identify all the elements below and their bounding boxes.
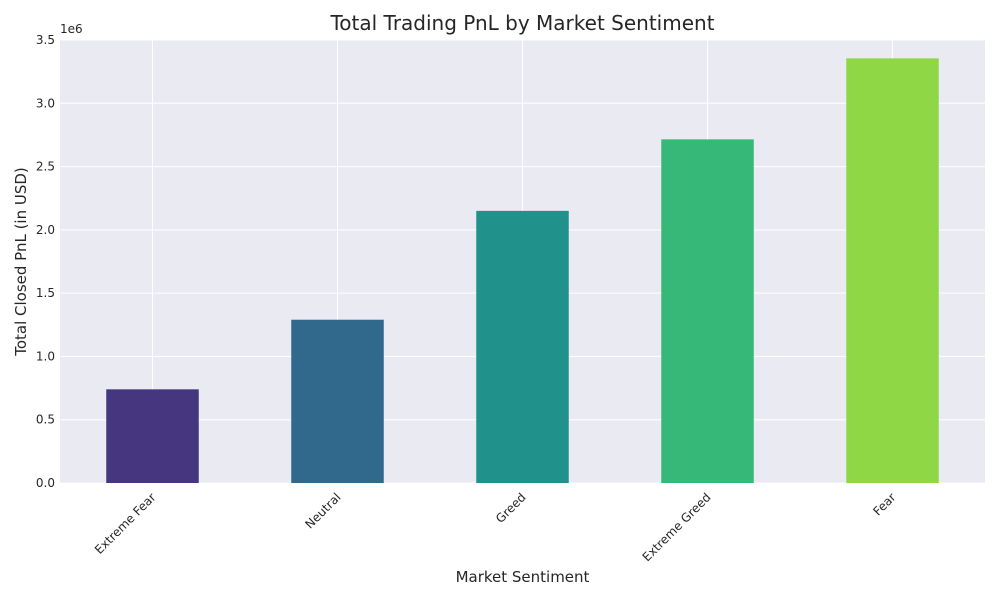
y-tick-label: 0.0 (36, 476, 55, 490)
chart-title: Total Trading PnL by Market Sentiment (329, 11, 714, 35)
x-tick-label: Neutral (302, 490, 343, 531)
bar-extreme-greed (661, 139, 754, 483)
y-tick-label: 3.0 (36, 96, 55, 110)
y-tick-label: 1.0 (36, 349, 55, 363)
x-tick-label: Extreme Greed (640, 490, 714, 564)
x-tick-labels: Extreme Fear Neutral Greed Extreme Greed Fea… (92, 490, 899, 564)
y-axis-label: Total Closed PnL (in USD) (12, 167, 30, 357)
x-axis-label: Market Sentiment (456, 568, 590, 586)
bar-neutral (291, 319, 384, 483)
bars (106, 58, 939, 484)
x-tick-label: Extreme Fear (92, 490, 159, 557)
y-tick-label: 2.5 (36, 160, 55, 174)
y-tick-label: 0.5 (36, 413, 55, 427)
y-tick-labels: 0.0 0.5 1.0 1.5 2.0 2.5 3.0 3.5 (36, 33, 55, 490)
y-tick-label: 2.0 (36, 223, 55, 237)
x-tick-label: Fear (870, 490, 898, 518)
y-tick-label: 1.5 (36, 286, 55, 300)
bar-greed (476, 210, 569, 483)
bar-fear (846, 58, 939, 484)
y-axis-multiplier: 1e6 (60, 22, 83, 36)
bar-extreme-fear (106, 389, 199, 483)
x-tick-label: Greed (493, 490, 529, 526)
y-tick-label: 3.5 (36, 33, 55, 47)
